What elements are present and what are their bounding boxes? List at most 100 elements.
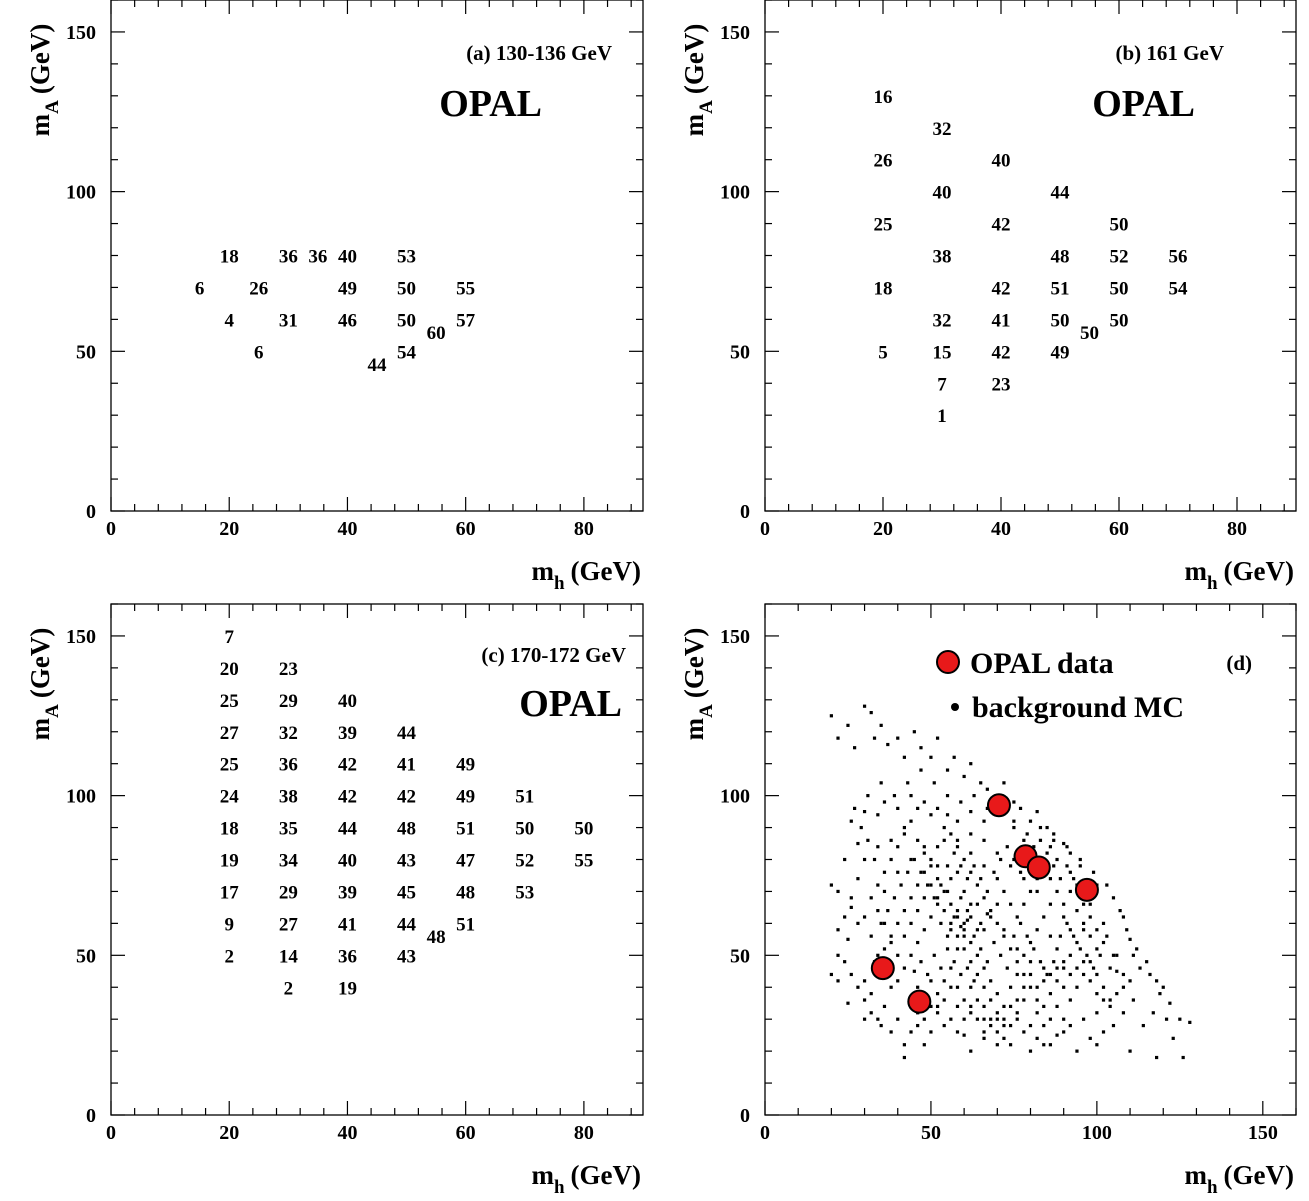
- background-mc-point: [959, 864, 963, 868]
- background-mc-point: [955, 1030, 960, 1034]
- background-mc-point: [1068, 851, 1072, 855]
- background-mc-point: [1022, 877, 1026, 881]
- table-cell: 14: [279, 946, 299, 967]
- x-axis-label: mh (GeV): [1184, 1160, 1294, 1198]
- background-mc-point: [1015, 947, 1019, 951]
- background-mc-point: [829, 714, 833, 718]
- background-mc-point: [1048, 1017, 1053, 1021]
- background-mc-point: [995, 902, 999, 906]
- background-mc-point: [1065, 845, 1069, 849]
- background-mc-point: [1181, 1055, 1185, 1060]
- table-cell: 50: [1110, 310, 1129, 331]
- background-mc-point: [972, 934, 976, 938]
- x-axis-label: mh (GeV): [1184, 556, 1294, 594]
- background-mc-point: [869, 934, 873, 938]
- background-mc-point: [1028, 960, 1033, 964]
- background-mc-point: [979, 921, 983, 925]
- table-cell: 32: [933, 310, 952, 331]
- background-mc-point: [1062, 960, 1066, 964]
- plot-frame: [110, 603, 644, 1116]
- background-mc-point: [982, 896, 986, 900]
- background-mc-point: [1028, 972, 1033, 977]
- y-tick-label: 150: [720, 22, 750, 44]
- background-mc-point: [939, 921, 943, 925]
- x-tick-label: 150: [1248, 1122, 1278, 1144]
- background-mc-point: [1075, 1049, 1079, 1053]
- background-mc-point: [929, 979, 933, 983]
- y-tick-label: 0: [740, 1105, 750, 1127]
- background-mc-point: [969, 902, 973, 906]
- background-mc-point: [1015, 998, 1019, 1002]
- background-mc-point: [836, 736, 840, 740]
- background-mc-point: [989, 1017, 993, 1021]
- background-mc-point: [945, 813, 950, 817]
- background-mc-point: [935, 992, 940, 996]
- table-cell: 48: [427, 927, 446, 948]
- background-mc-point: [1022, 953, 1026, 957]
- background-mc-point: [1108, 998, 1112, 1002]
- background-mc-point: [909, 953, 913, 957]
- background-mc-point: [1168, 1001, 1172, 1005]
- background-mc-point: [959, 924, 963, 929]
- background-mc-point: [1121, 1011, 1126, 1015]
- background-mc-point: [1101, 998, 1106, 1002]
- background-mc-point: [995, 851, 999, 855]
- background-mc-point: [1048, 934, 1053, 938]
- background-mc-point: [969, 870, 973, 874]
- background-mc-point: [909, 819, 913, 823]
- background-mc-point: [935, 845, 940, 849]
- background-mc-point: [1101, 940, 1106, 945]
- background-mc-point: [1058, 934, 1062, 938]
- background-mc-point: [955, 838, 960, 842]
- background-mc-point: [1088, 979, 1092, 983]
- background-mc-point: [862, 1017, 867, 1021]
- background-mc-point: [995, 1017, 999, 1021]
- table-cell: 55: [574, 851, 593, 872]
- background-mc-point: [856, 877, 860, 881]
- background-mc-point: [1032, 845, 1036, 849]
- background-mc-point: [1088, 915, 1092, 919]
- background-mc-point: [982, 1036, 986, 1040]
- background-mc-point: [962, 921, 966, 925]
- background-mc-point: [906, 781, 910, 785]
- background-mc-point: [916, 985, 920, 989]
- background-mc-point: [969, 1004, 973, 1009]
- background-mc-point: [1115, 969, 1119, 973]
- background-mc-point: [922, 1017, 926, 1021]
- table-cell: 48: [397, 819, 416, 840]
- table-cell: 45: [397, 882, 416, 903]
- background-mc-point: [1068, 972, 1072, 977]
- background-mc-point: [889, 857, 893, 862]
- background-mc-point: [866, 838, 870, 842]
- table-cell: 50: [1110, 215, 1129, 236]
- background-mc-point: [1085, 953, 1089, 957]
- background-mc-point: [846, 937, 850, 941]
- background-mc-point: [902, 966, 906, 970]
- background-mc-point: [1105, 883, 1109, 887]
- background-mc-point: [1042, 915, 1046, 919]
- background-mc-point: [1018, 921, 1023, 925]
- background-mc-point: [972, 864, 976, 868]
- background-mc-point: [969, 985, 973, 989]
- background-mc-point: [955, 909, 960, 913]
- background-mc-point: [876, 1017, 880, 1021]
- background-mc-point: [932, 953, 936, 957]
- background-mc-point: [1088, 960, 1092, 964]
- background-mc-point: [896, 953, 900, 957]
- background-mc-point: [962, 1033, 966, 1037]
- background-mc-point: [896, 845, 900, 849]
- background-mc-point: [1035, 985, 1039, 989]
- background-mc-point: [975, 972, 979, 977]
- background-mc-point: [992, 940, 996, 945]
- background-mc-point: [949, 921, 953, 925]
- background-mc-point: [949, 985, 953, 989]
- table-cell: 25: [874, 215, 893, 236]
- background-mc-point: [862, 979, 867, 983]
- background-mc-point: [1101, 1030, 1106, 1034]
- background-mc-point: [929, 883, 933, 887]
- background-mc-point: [982, 819, 986, 823]
- background-mc-point: [972, 794, 976, 798]
- background-mc-point: [896, 1017, 900, 1021]
- background-mc-point: [1055, 857, 1059, 862]
- y-tick-label: 100: [66, 786, 96, 808]
